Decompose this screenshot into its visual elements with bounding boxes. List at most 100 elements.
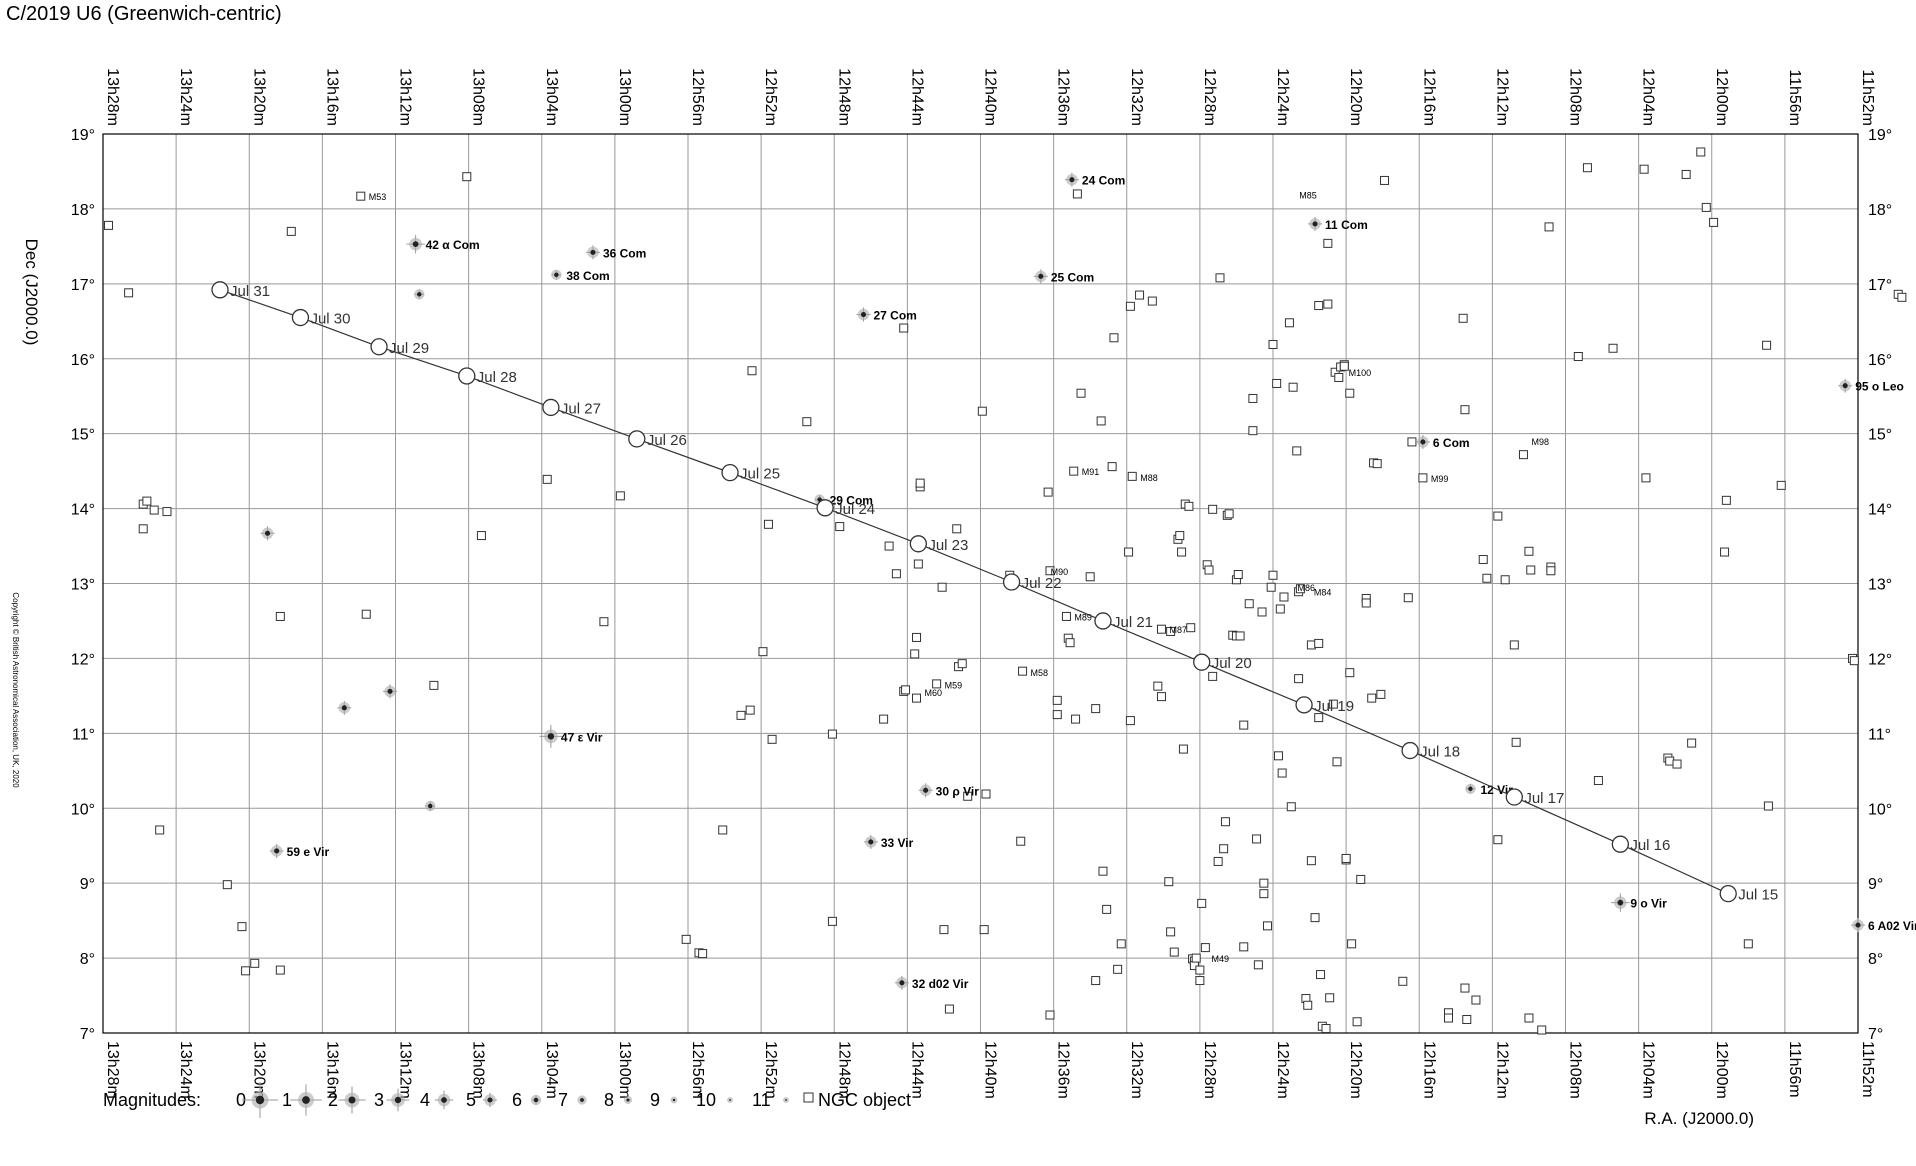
x-tick-label-bottom: 12h52m [762,1041,779,1099]
ngc-object-marker [1321,1024,1331,1034]
star-marker [487,1097,493,1103]
star-marker [412,241,419,248]
ngc-object-marker [1091,976,1101,986]
ngc-object-marker [1153,681,1163,691]
ngc-object-marker [1709,217,1719,227]
star-marker [441,1097,447,1103]
ngc-object-marker [476,531,486,541]
x-tick-label-top: 13h00m [616,68,633,126]
x-tick-label-bottom: 11h52m [1859,1041,1876,1098]
x-tick-label-top: 12h40m [982,68,999,126]
messier-label: M85 [1299,191,1317,201]
y-tick-label-right: 12° [1868,651,1892,668]
ngc-object-marker [1471,995,1481,1005]
magnitude-legend: Magnitudes: 0 1 2 3 4 5 6 7 8 9 10 11 NGC object [103,1082,911,1118]
x-tick-label-top: 12h56m [689,68,706,126]
ngc-object-marker [910,649,920,659]
y-tick-label-left: 15° [71,427,95,444]
ngc-object-marker [1314,301,1324,311]
ngc-object-marker [1721,495,1731,505]
ngc-object-marker [1091,704,1101,714]
ngc-object-marker [963,791,973,801]
y-tick-label-left: 18° [71,202,95,219]
ngc-object-marker [939,925,949,935]
star-marker [387,688,393,694]
ngc-object-marker [932,679,942,689]
ngc-object-marker [681,934,691,944]
ngc-object-marker [142,496,152,506]
x-ticks-top: 13h28m 13h24m 13h20m 13h16m 13h12m 13h08m 13h0… [104,68,1876,126]
x-tick-label-bottom: 12h36m [1055,1041,1072,1099]
ngc-object-marker [1109,333,1119,343]
x-tick-label-top: 12h36m [1055,68,1072,126]
ngc-object-marker [1380,175,1390,185]
ngc-object-marker [1608,343,1618,353]
x-tick-label-top: 13h08m [470,68,487,126]
ngc-object-marker [1295,584,1305,594]
ngc-object-marker [1762,340,1772,350]
ngc-object-marker [1116,939,1126,949]
x-tick-label-bottom: 13h08m [470,1041,487,1099]
x-tick-label-top: 12h24m [1274,68,1291,126]
x-tick-label-bottom: 12h44m [908,1041,925,1099]
ngc-object-marker [1361,598,1371,608]
comet-date-label: Jul 20 [1212,655,1252,672]
ngc-object-marker [1372,459,1382,469]
comet-date-label: Jul 21 [1113,614,1153,631]
comet-date-label: Jul 30 [310,311,350,328]
ngc-object-marker [835,522,845,532]
ngc-object-marker [1268,340,1278,350]
star-label: 30 ρ Vir [936,784,980,798]
ngc-object-marker [1347,939,1357,949]
y-tick-label-left: 9° [80,876,95,893]
ngc-object-marker [599,617,609,627]
comet-date-label: Jul 18 [1420,744,1460,761]
messier-label: M49 [1212,954,1230,964]
ngc-object-marker [1524,546,1534,556]
star-marker [672,1098,676,1102]
y-tick-label-right: 14° [1868,502,1892,519]
ngc-object-marker [1052,695,1062,705]
y-ticks-left: 7° 8° 9° 10° 11° 12° 13° 14° 15° 16° 17° 18° 19° [71,127,95,1043]
ngc-object-marker [1367,693,1377,703]
star-label: 6 Com [1433,436,1470,450]
ngc-object-marker [1639,164,1649,174]
comet-date-label: Jul 23 [928,537,968,554]
comet-position-marker [211,281,229,299]
y-ticks-right: 7° 8° 9° 10° 11° 12° 13° 14° 15° 16° 17° 18° 19° [1868,127,1892,1043]
star-marker [626,1098,630,1102]
ngc-object-marker [1208,504,1218,514]
ngc-object-marker [1493,835,1503,845]
ngc-object-marker [1166,626,1176,636]
ngc-object-marker [1096,416,1106,426]
x-tick-label-bottom: 13h16m [323,1041,340,1099]
x-tick-label-bottom: 12h56m [689,1041,706,1099]
ngc-object-marker [698,949,708,959]
y-tick-label-right: 10° [1868,801,1892,818]
ngc-object-marker [1164,877,1174,887]
ngc-object-marker [1069,466,1079,476]
ngc-object-marker [1526,565,1536,575]
star-marker [923,787,929,793]
star-marker [428,803,433,809]
messier-label: M100 [1349,368,1372,378]
y-tick-label-left: 8° [80,951,95,968]
ngc-object-marker [1098,866,1108,876]
ngc-object-marker [1665,756,1675,766]
comet-position-marker [1401,741,1419,760]
star-label: 25 Com [1051,270,1094,284]
ngc-object-marker [1288,382,1298,392]
star-label: 59 e Vir [287,845,330,859]
ngc-object-marker [1156,692,1166,702]
star-marker [547,733,555,740]
y-tick-label-left: 13° [71,577,95,594]
ngc-object-marker [138,524,148,534]
ngc-object-marker [1334,372,1344,382]
ngc-object-marker [162,507,172,517]
star-marker [274,848,280,854]
comet-position-marker [458,367,476,385]
star-marker [729,1099,731,1101]
ngc-object-marker [1339,361,1349,371]
